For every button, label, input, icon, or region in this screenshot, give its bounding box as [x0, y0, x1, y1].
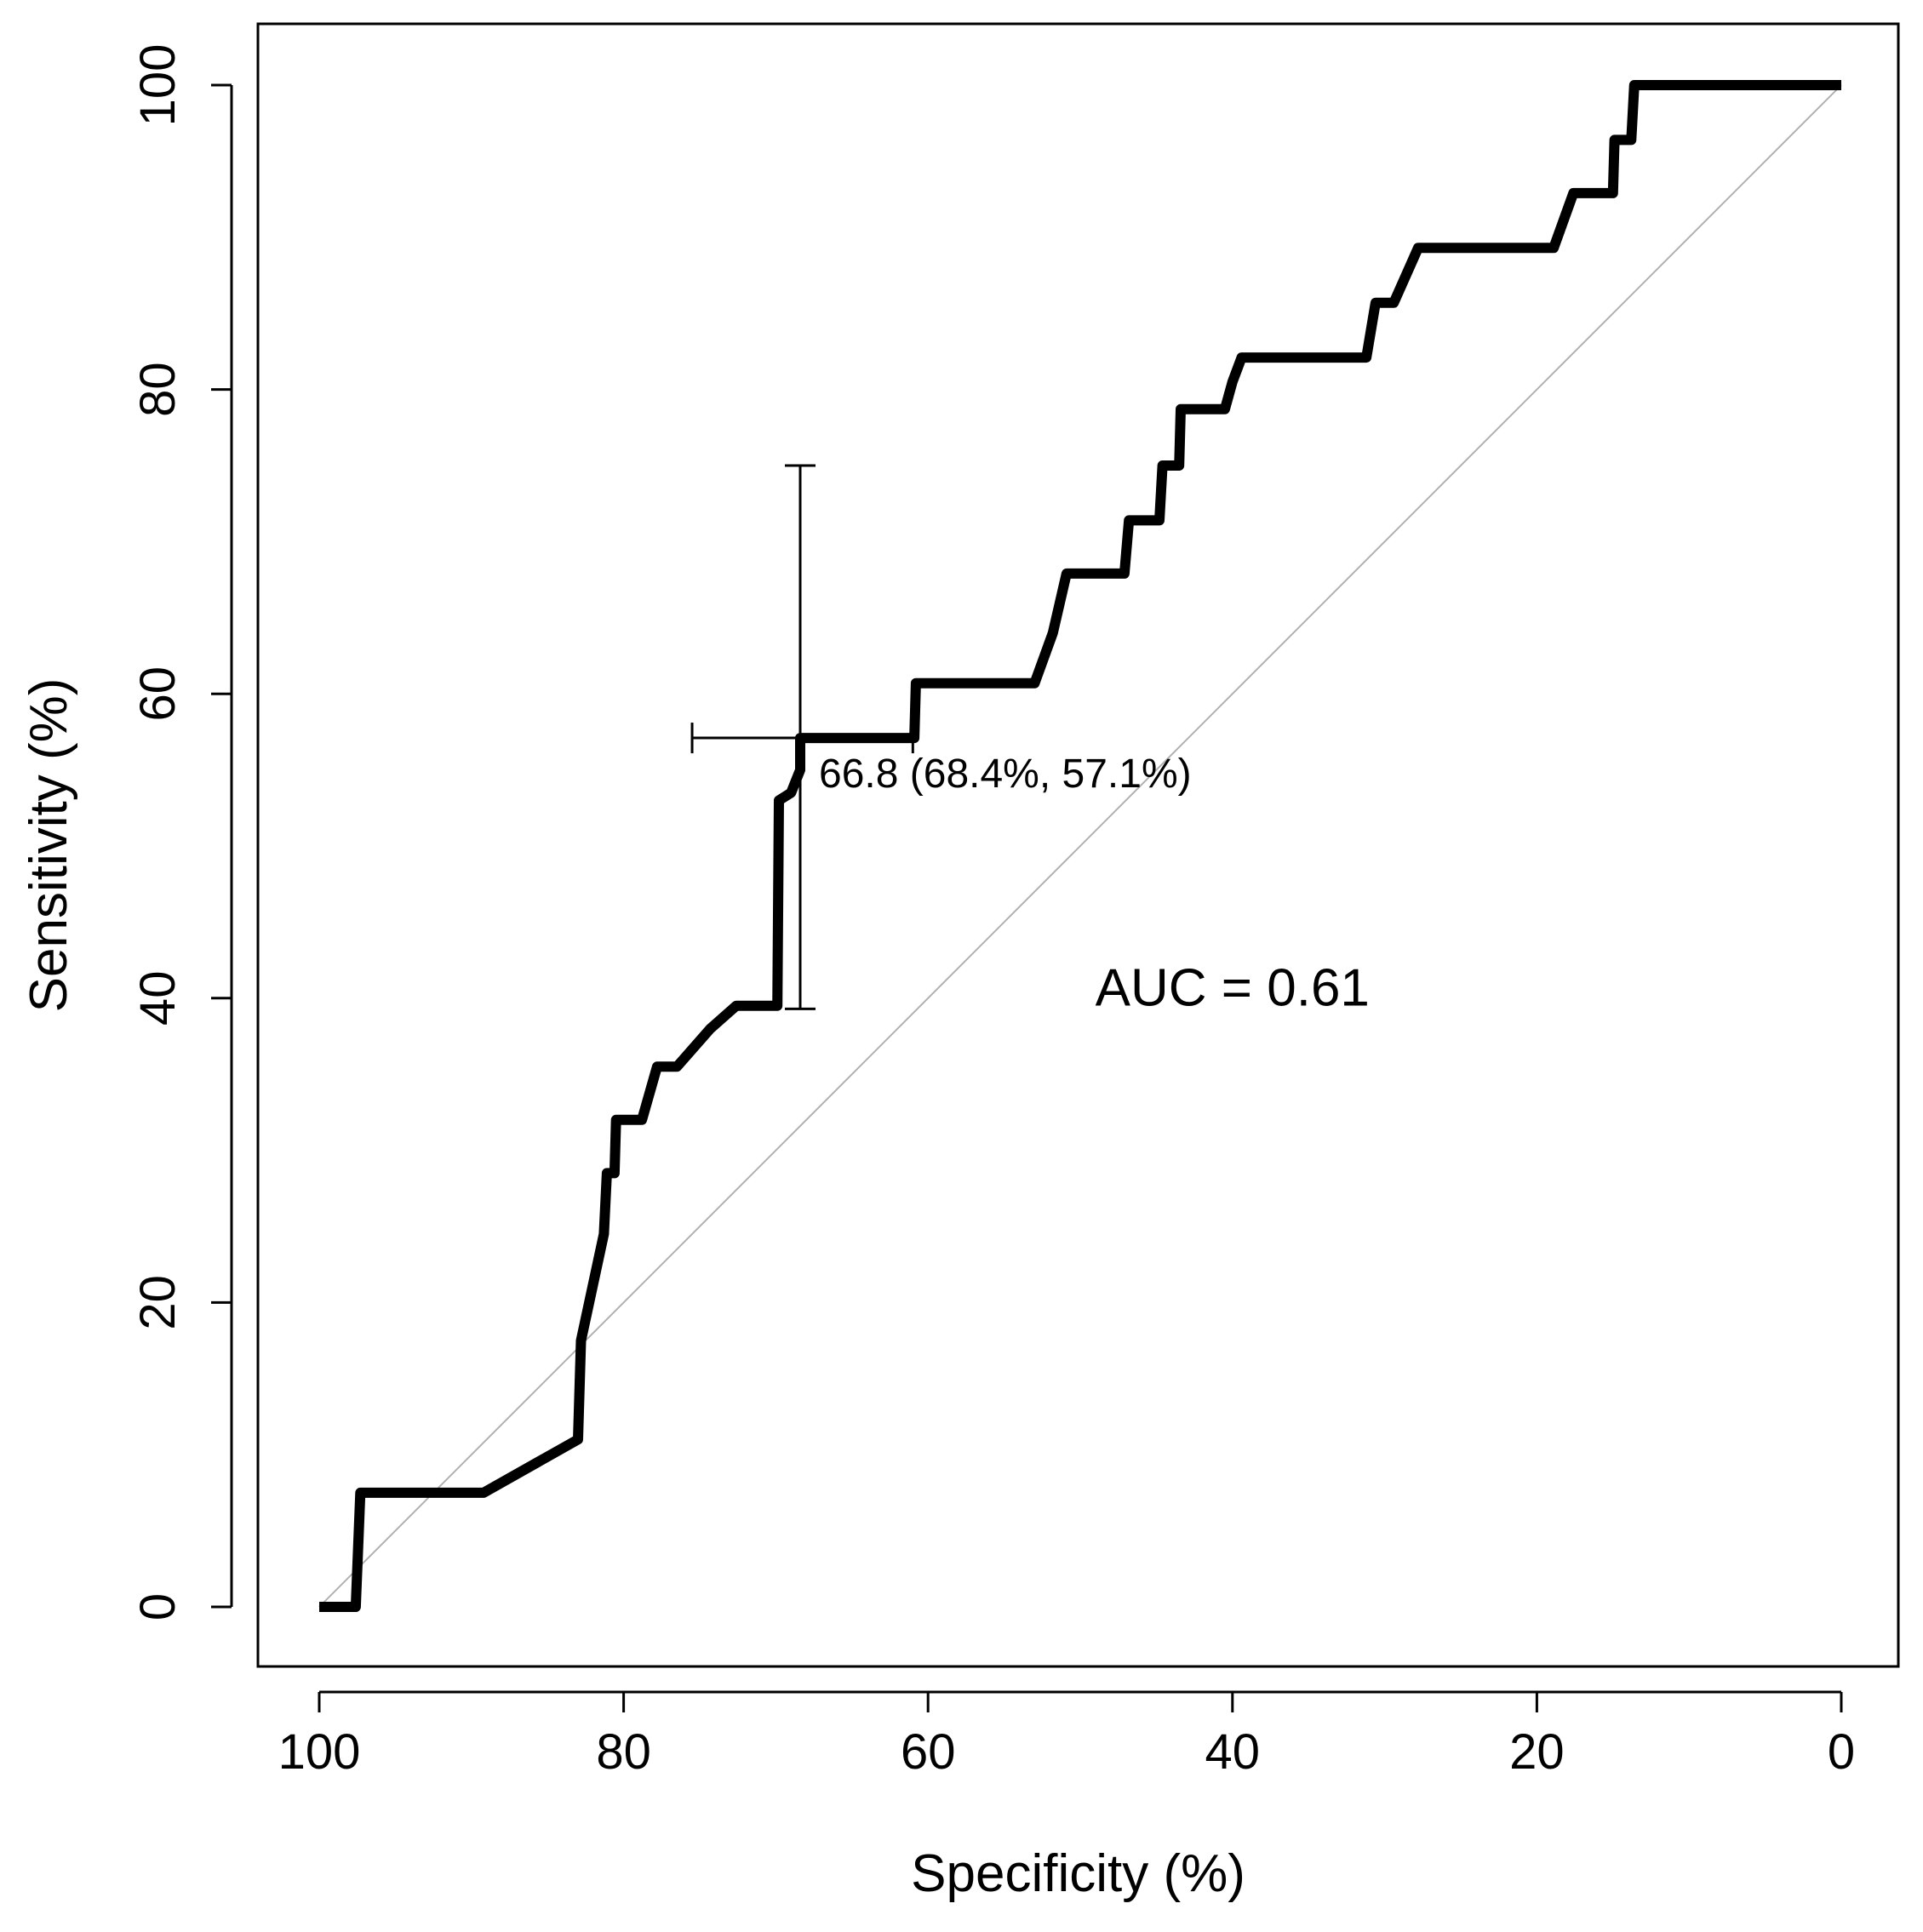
x-tick-label: 40	[1205, 1724, 1261, 1780]
y-tick-label: 80	[130, 362, 186, 417]
y-tick-label: 40	[130, 971, 186, 1026]
y-axis: 0 20 40 60 80 100	[130, 44, 233, 1620]
x-tick-label: 60	[901, 1724, 956, 1780]
y-tick-label: 0	[130, 1593, 186, 1620]
y-tick-label: 60	[130, 666, 186, 722]
x-tick-label: 100	[278, 1724, 361, 1780]
plot-frame	[256, 22, 1900, 1668]
x-axis-title: Specificity (%)	[911, 1844, 1245, 1903]
threshold-label: 66.8 (68.4%, 57.1%)	[819, 752, 1192, 797]
confidence-interval-bars	[690, 464, 914, 1010]
y-tick-label: 100	[130, 44, 186, 127]
x-axis: 100 80 60 40 20 0	[278, 1690, 1855, 1780]
chance-diagonal-line	[318, 84, 1842, 1608]
x-tick-label: 0	[1828, 1724, 1855, 1780]
y-axis-title: Sensitivity (%)	[20, 678, 78, 1013]
x-tick-label: 80	[596, 1724, 651, 1780]
x-tick-label: 20	[1509, 1724, 1565, 1780]
y-tick-label: 20	[130, 1275, 186, 1330]
roc-curve-line	[319, 80, 1841, 1612]
auc-annotation: AUC = 0.61	[1096, 959, 1370, 1018]
